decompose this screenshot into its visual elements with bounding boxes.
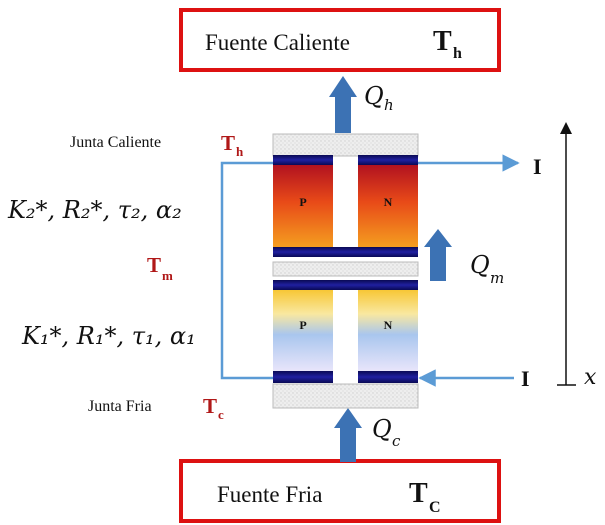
cold-junction-label: Junta Fria T c xyxy=(88,394,224,422)
conductors xyxy=(273,155,418,383)
upper-p-label: P xyxy=(299,195,306,209)
upper-n-label: N xyxy=(384,195,393,209)
qc-label: Q xyxy=(372,415,392,443)
x-axis-arrowhead xyxy=(560,122,572,134)
hot-source-temp: T xyxy=(433,26,452,57)
lower-n-label: N xyxy=(384,318,393,332)
mid-junction-temp-sub: m xyxy=(162,268,173,283)
mid-junction-temp: T xyxy=(147,253,161,277)
lower-stage: P N xyxy=(273,289,418,372)
cold-junction-temp-sub: c xyxy=(218,407,224,422)
upper-stage-params: K₂*, R₂*, τ₂, α₂ xyxy=(7,196,182,224)
qc-label-sub: c xyxy=(392,432,401,450)
bottom-conductor-n xyxy=(358,371,418,383)
bottom-conductor-p xyxy=(273,371,333,383)
qm-label-sub: m xyxy=(490,269,504,287)
hot-source-label: Fuente Caliente xyxy=(205,30,350,55)
top-conductor-n xyxy=(358,155,418,165)
mid-junction-label: T m xyxy=(147,253,173,283)
qm-label: Q xyxy=(470,251,490,279)
lower-n-leg xyxy=(358,289,418,372)
heat-arrow-qm: Q m xyxy=(424,229,504,287)
cold-source-temp-sub: C xyxy=(429,499,441,516)
cold-junction-temp: T xyxy=(203,394,217,418)
hot-source-box: Fuente Caliente T h xyxy=(179,8,501,72)
top-conductor-p xyxy=(273,155,333,165)
middle-ceramic-plate xyxy=(272,261,419,277)
upper-stage: P N xyxy=(273,164,418,248)
current-bottom-label: I xyxy=(521,366,530,391)
hot-junction-label: Junta Caliente T h xyxy=(70,131,244,159)
qh-label-sub: h xyxy=(384,96,394,114)
lower-stage-params: K₁*, R₁*, τ₁, α₁ xyxy=(21,322,196,350)
lower-p-label: P xyxy=(299,318,306,332)
heat-arrow-qc: Q c xyxy=(334,408,401,462)
middle-conductor-upper xyxy=(273,247,418,257)
middle-conductor-lower xyxy=(273,280,418,290)
hot-junction-text: Junta Caliente xyxy=(70,134,161,151)
cold-junction-text: Junta Fria xyxy=(88,398,152,415)
top-ceramic-plate xyxy=(272,133,419,157)
hot-junction-temp: T xyxy=(221,131,235,155)
qh-label: Q xyxy=(364,82,384,110)
current-circuit: I I xyxy=(220,154,542,391)
lower-p-leg xyxy=(273,289,333,372)
heat-arrow-qh: Q h xyxy=(329,76,394,133)
hot-source-temp-sub: h xyxy=(453,45,462,62)
cold-source-box: Fuente Fria T C xyxy=(179,459,501,523)
upper-n-leg xyxy=(358,164,418,248)
current-top-label: I xyxy=(533,154,542,179)
external-wire xyxy=(220,161,273,380)
x-axis-label: x xyxy=(584,365,597,390)
bottom-ceramic-plate xyxy=(272,383,419,409)
x-axis: x xyxy=(557,122,597,390)
hot-junction-temp-sub: h xyxy=(236,144,244,159)
cold-source-temp: T xyxy=(409,478,428,509)
upper-p-leg xyxy=(273,164,333,248)
cold-source-label: Fuente Fria xyxy=(217,482,322,507)
